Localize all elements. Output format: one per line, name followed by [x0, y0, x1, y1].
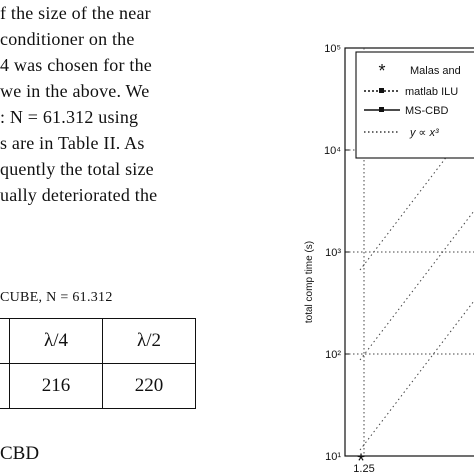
legend: * Malas and matlab ILU MS-CBD y ∝ x³	[355, 51, 474, 159]
table-cell: 216	[9, 363, 103, 409]
legend-label: MS-CBD	[405, 105, 448, 117]
figure-svg: total comp time (s) 10¹10²10³10⁴10⁵1.25 …	[304, 43, 474, 474]
legend-label: Malas and	[410, 65, 461, 77]
body-line: quently the total size	[0, 159, 154, 179]
body-line: we in the above. We	[0, 81, 150, 101]
legend-box	[355, 51, 474, 159]
cubic-guide-line	[359, 210, 474, 361]
y-tick-label: 10⁴	[324, 145, 341, 157]
section-heading-fragment: CBD	[0, 443, 40, 464]
y-tick-label: 10⁵	[324, 43, 341, 55]
body-line: f the size of the near	[0, 3, 151, 23]
body-line: ually deteriorated the	[0, 185, 158, 205]
legend-entry-ms-cbd: MS-CBD	[364, 105, 448, 117]
axis-ticks: 10¹ 10² 10³ 10⁴ 10⁵ 1.25	[324, 43, 375, 474]
legend-entry-cubic: y ∝ x³	[364, 127, 439, 139]
table-row: 216 220	[0, 363, 196, 409]
x-tick-label: 1.25	[353, 463, 374, 474]
table-header-cell: λ/4	[9, 318, 103, 364]
legend-label: y ∝ x³	[409, 127, 439, 139]
table-cell	[0, 363, 10, 409]
results-table: λ/4 λ/2 216 220	[0, 318, 196, 409]
table-header-cell: λ/2	[102, 318, 196, 364]
y-tick-label: 10²	[325, 349, 341, 361]
table-cell	[0, 318, 10, 364]
data-marks: *	[357, 450, 365, 472]
table-cell: 220	[102, 363, 196, 409]
body-line: conditioner on the	[0, 29, 135, 49]
table-caption: CUBE, N = 61.312	[0, 290, 113, 306]
figure: total comp time (s) 10¹ 10² 10³ 10⁴ 10⁵ 1.25 …	[290, 30, 474, 474]
legend-entry-matlab-ilu: matlab ILU	[364, 86, 458, 98]
asterisk-marker-icon: *	[378, 61, 385, 81]
square-marker-icon	[379, 107, 384, 112]
caption-smallcaps: UBE	[9, 290, 39, 305]
body-line: s are in Table II. As	[0, 133, 145, 153]
cubic-guide-line	[359, 300, 474, 451]
caption-prefix: C	[0, 290, 10, 305]
y-tick-label: 10³	[325, 247, 341, 259]
square-marker-icon	[379, 88, 384, 93]
data-point-asterisk: *	[357, 450, 365, 472]
legend-label: matlab ILU	[405, 86, 458, 98]
table-header-row: λ/4 λ/2	[0, 318, 196, 364]
body-line: : N = 61.312 using	[0, 107, 139, 127]
caption-suffix: , N = 61.312	[38, 290, 113, 305]
legend-entry-malas: * Malas and	[378, 61, 460, 81]
body-line: 4 was chosen for the	[0, 55, 152, 75]
y-tick-label: 10¹	[325, 451, 341, 463]
y-axis-label: total comp time (s)	[304, 241, 315, 323]
